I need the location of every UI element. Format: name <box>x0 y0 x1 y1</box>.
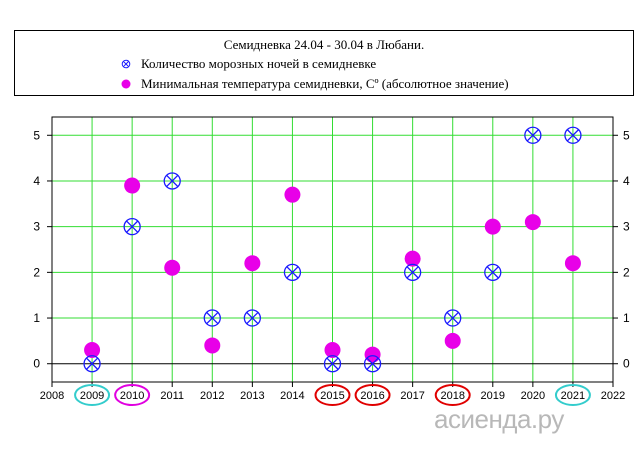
frost-point <box>524 126 542 144</box>
frost-point <box>323 355 342 373</box>
frost-point <box>564 126 582 144</box>
legend-box: Семидневка 24.04 - 30.04 в Любани. Колич… <box>14 30 634 96</box>
legend-item-frost: Количество морозных ночей в семидневке <box>121 56 376 72</box>
year-highlight-ellipse <box>314 384 351 406</box>
watermark: асиенда.ру <box>434 404 564 434</box>
x-tick-label: 2019 <box>481 390 505 402</box>
year-highlight-ellipse <box>554 384 591 406</box>
y-tick-label-right: 4 <box>623 174 630 188</box>
temp-point <box>244 255 261 272</box>
frost-point-cross-b <box>366 357 379 370</box>
x-tick-label: 2013 <box>240 390 264 402</box>
frost-point <box>163 172 181 190</box>
frost-point-cross-b <box>526 129 540 142</box>
x-circle-marker-icon <box>121 59 131 69</box>
frost-point-cross-b <box>206 311 219 325</box>
temp-point <box>84 342 101 359</box>
frost-point-cross-b <box>125 220 139 233</box>
y-tick-label-left: 4 <box>33 174 40 188</box>
temp-point <box>404 250 421 267</box>
frost-point <box>283 263 302 281</box>
x-tick-label: 2016 <box>360 390 384 402</box>
temp-point <box>564 255 581 272</box>
frost-point <box>403 263 422 281</box>
frost-point-cross-b <box>326 357 339 370</box>
x-tick-label: 2021 <box>561 390 585 402</box>
x-tick-label: 2012 <box>200 390 224 402</box>
legend-item-temp: Минимальная температура семидневки, Сº (… <box>121 76 509 92</box>
x-tick-label: 2014 <box>280 390 304 402</box>
temp-point <box>524 214 541 231</box>
year-highlight-ellipse <box>354 384 391 406</box>
frost-point-cross-b <box>286 266 299 279</box>
temp-point <box>324 342 341 359</box>
frost-point <box>83 355 101 373</box>
temp-point <box>204 337 221 354</box>
y-tick-label-right: 0 <box>623 357 630 371</box>
x-tick-label: 2022 <box>601 390 625 402</box>
y-tick-label-right: 5 <box>623 128 630 142</box>
y-tick-label-left: 0 <box>33 357 40 371</box>
legend-label-temp: Минимальная температура семидневки, Сº (… <box>141 76 509 91</box>
x-tick-label: 2008 <box>40 390 64 402</box>
year-highlight-ellipse <box>114 384 151 406</box>
y-tick-label-right: 1 <box>623 311 630 325</box>
x-tick-label: 2015 <box>320 390 344 402</box>
x-tick-label: 2011 <box>160 390 184 402</box>
x-tick-label: 2010 <box>120 390 144 402</box>
x-tick-label: 2018 <box>440 390 464 402</box>
temp-point <box>284 186 301 203</box>
frost-point <box>444 309 462 327</box>
x-tick-label: 2009 <box>80 390 104 402</box>
frost-point-cross-b <box>446 311 459 325</box>
temp-point <box>444 332 461 349</box>
y-tick-label-left: 5 <box>33 128 40 142</box>
y-tick-label-left: 2 <box>33 265 40 279</box>
year-highlight-ellipse <box>434 384 471 406</box>
filled-circle-marker-icon <box>121 79 131 89</box>
chart-title: Семидневка 24.04 - 30.04 в Любани. <box>223 37 425 52</box>
frost-point-cross-b <box>246 311 259 325</box>
x-tick-label: 2017 <box>400 390 424 402</box>
x-tick-label: 2020 <box>521 390 545 402</box>
temp-point <box>164 259 181 276</box>
legend-label-frost: Количество морозных ночей в семидневке <box>141 56 377 71</box>
temp-point <box>364 346 381 363</box>
y-tick-label-left: 3 <box>33 220 40 234</box>
frost-point <box>243 309 262 327</box>
frost-point <box>484 263 502 281</box>
year-highlight-ellipse <box>74 384 111 406</box>
y-tick-label-right: 3 <box>623 220 630 234</box>
frost-point <box>203 309 221 327</box>
frost-point <box>123 218 141 236</box>
frost-point-cross-b <box>85 357 99 370</box>
frost-point-cross-b <box>486 266 500 279</box>
temp-point <box>484 218 501 235</box>
y-tick-label-right: 2 <box>623 265 630 279</box>
frost-point-cross-b <box>566 129 580 142</box>
y-tick-label-left: 1 <box>33 311 40 325</box>
frost-point-cross-b <box>406 266 419 279</box>
frost-point-cross-b <box>165 174 179 188</box>
temp-point <box>124 177 141 194</box>
frost-point <box>363 355 382 373</box>
